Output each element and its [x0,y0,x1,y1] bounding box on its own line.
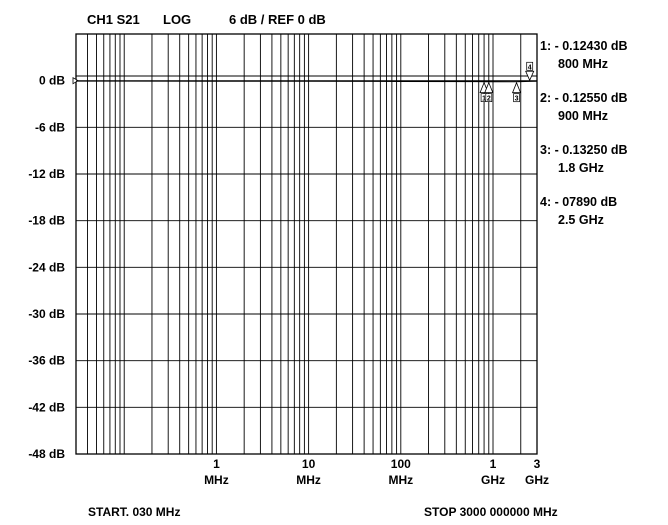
y-tick-label: -42 dB [28,400,65,414]
channel-label: CH1 S21 [87,12,140,27]
marker-4-icon: 4 [525,61,535,82]
x-tick-unit: MHz [296,473,321,487]
plot-frame [75,33,538,455]
y-tick-label: -48 dB [28,447,65,461]
y-tick-label: 0 dB [39,74,65,88]
x-tick-unit: GHz [525,473,549,487]
y-axis-labels: 0 dB -6 dB -12 dB -18 dB -24 dB -30 dB -36 dB -… [28,74,65,461]
marker-readouts: 1: - 0.12430 dB 800 MHz 2: - 0.12550 dB 900… [540,39,628,227]
reference-pointer-icon [72,76,79,85]
x-tick-unit: MHz [388,473,413,487]
marker-symbols: 1 2 3 4 [479,61,535,103]
marker-1-frequency: 800 MHz [558,57,608,71]
marker-3-icon: 3 [511,81,522,103]
x-tick-label: 100 [391,457,411,471]
start-frequency: START. 030 MHz [88,505,180,519]
marker-3-frequency: 1.8 GHz [558,161,604,175]
x-tick-label: 10 [302,457,316,471]
y-tick-label: -36 dB [28,354,65,368]
marker-4-frequency: 2.5 GHz [558,213,604,227]
y-tick-label: -12 dB [28,167,65,181]
marker-2-value: 2: - 0.12550 dB [540,91,628,105]
stop-frequency: STOP 3000 000000 MHz [424,505,558,519]
marker-number: 3 [515,96,519,103]
x-tick-unit: GHz [481,473,505,487]
marker-1-value: 1: - 0.12430 dB [540,39,628,53]
marker-triangle [511,81,522,94]
y-tick-label: -24 dB [28,260,65,274]
marker-box [485,93,493,102]
scale-label: 6 dB / REF 0 dB [229,12,326,27]
trace-s21 [75,80,538,83]
x-tick-unit: MHz [204,473,229,487]
x-axis-labels: 1 MHz 10 MHz 100 MHz 1 GHz 3 GHz [204,457,549,487]
marker-triangle [525,70,535,82]
marker-2-icon: 2 [484,81,494,103]
x-tick-label: 1 [213,457,220,471]
x-tick-label: 3 [534,457,541,471]
y-tick-label: -18 dB [28,214,65,228]
marker-3-value: 3: - 0.13250 dB [540,143,628,157]
x-tick-label: 1 [490,457,497,471]
format-label: LOG [163,12,191,27]
vertical-grid [87,34,538,454]
marker-number: 1 [482,96,486,103]
marker-2-frequency: 900 MHz [558,109,608,123]
marker-number: 2 [487,96,491,103]
y-tick-label: -6 dB [35,120,65,134]
marker-box [526,61,534,71]
marker-box [513,93,520,103]
marker-triangle [484,81,494,94]
y-tick-label: -30 dB [28,307,65,321]
marker-4-value: 4: - 07890 dB [540,195,617,209]
horizontal-grid [76,75,537,455]
marker-number: 4 [528,64,532,71]
